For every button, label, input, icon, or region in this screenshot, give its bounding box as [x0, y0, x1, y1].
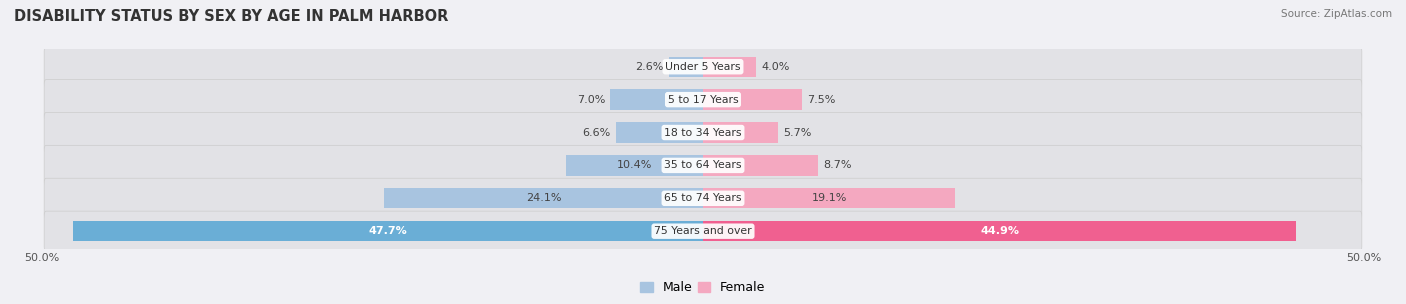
Text: 6.6%: 6.6% [582, 127, 610, 137]
FancyBboxPatch shape [44, 178, 1362, 218]
Text: 47.7%: 47.7% [368, 226, 408, 236]
Text: 5.7%: 5.7% [783, 127, 813, 137]
Text: 75 Years and over: 75 Years and over [654, 226, 752, 236]
Bar [703, 89, 801, 110]
Bar [703, 221, 1296, 241]
Text: 44.9%: 44.9% [980, 226, 1019, 236]
Bar [616, 122, 703, 143]
FancyBboxPatch shape [44, 211, 1362, 251]
Bar [703, 155, 818, 176]
Text: 2.6%: 2.6% [636, 62, 664, 72]
Text: 7.5%: 7.5% [807, 95, 835, 105]
Bar [703, 122, 779, 143]
FancyBboxPatch shape [44, 80, 1362, 120]
Bar [610, 89, 703, 110]
FancyBboxPatch shape [44, 145, 1362, 185]
Text: 4.0%: 4.0% [761, 62, 790, 72]
Bar [384, 188, 703, 209]
Bar [73, 221, 703, 241]
Text: Under 5 Years: Under 5 Years [665, 62, 741, 72]
Text: 35 to 64 Years: 35 to 64 Years [664, 161, 742, 171]
Bar [703, 57, 756, 77]
Bar [669, 57, 703, 77]
Text: DISABILITY STATUS BY SEX BY AGE IN PALM HARBOR: DISABILITY STATUS BY SEX BY AGE IN PALM … [14, 9, 449, 24]
Text: Source: ZipAtlas.com: Source: ZipAtlas.com [1281, 9, 1392, 19]
Text: 65 to 74 Years: 65 to 74 Years [664, 193, 742, 203]
Text: 18 to 34 Years: 18 to 34 Years [664, 127, 742, 137]
Bar [565, 155, 703, 176]
Text: 5 to 17 Years: 5 to 17 Years [668, 95, 738, 105]
Text: 19.1%: 19.1% [811, 193, 846, 203]
Text: 24.1%: 24.1% [526, 193, 561, 203]
Text: 10.4%: 10.4% [617, 161, 652, 171]
Legend: Male, Female: Male, Female [636, 276, 770, 299]
FancyBboxPatch shape [44, 47, 1362, 87]
Text: 8.7%: 8.7% [824, 161, 852, 171]
Text: 7.0%: 7.0% [576, 95, 605, 105]
FancyBboxPatch shape [44, 112, 1362, 153]
Bar [703, 188, 956, 209]
